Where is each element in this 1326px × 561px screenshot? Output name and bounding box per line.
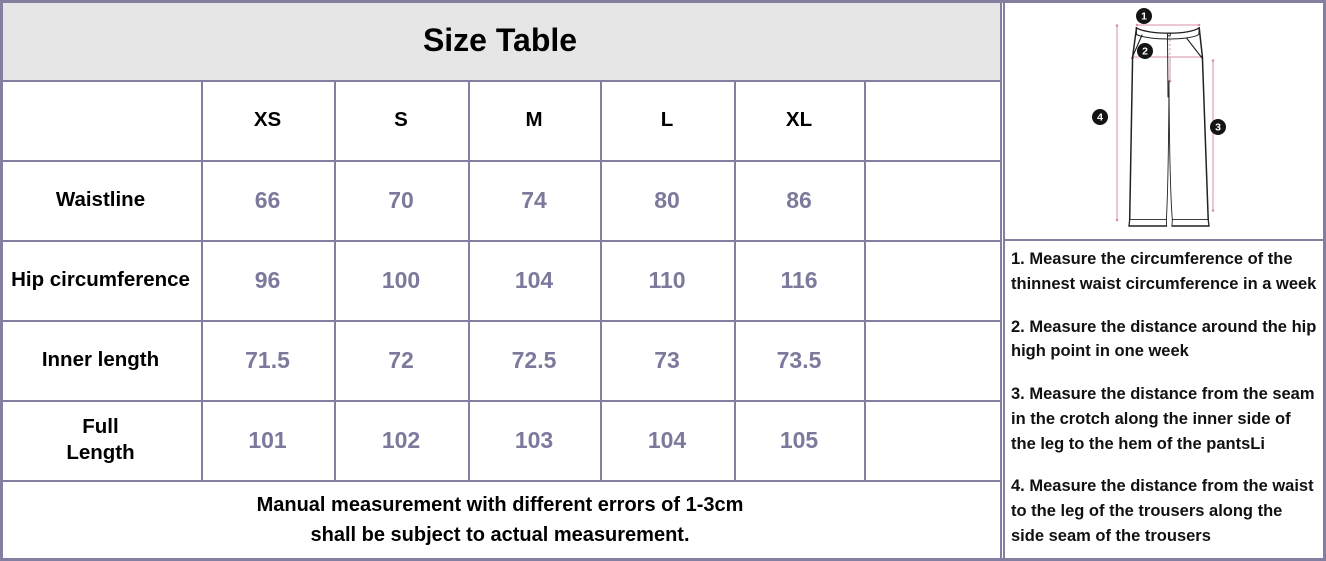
svg-text:1: 1 xyxy=(1141,10,1147,22)
svg-text:2: 2 xyxy=(1142,45,1148,57)
svg-text:3: 3 xyxy=(1215,121,1221,133)
svg-text:4: 4 xyxy=(1097,111,1103,123)
